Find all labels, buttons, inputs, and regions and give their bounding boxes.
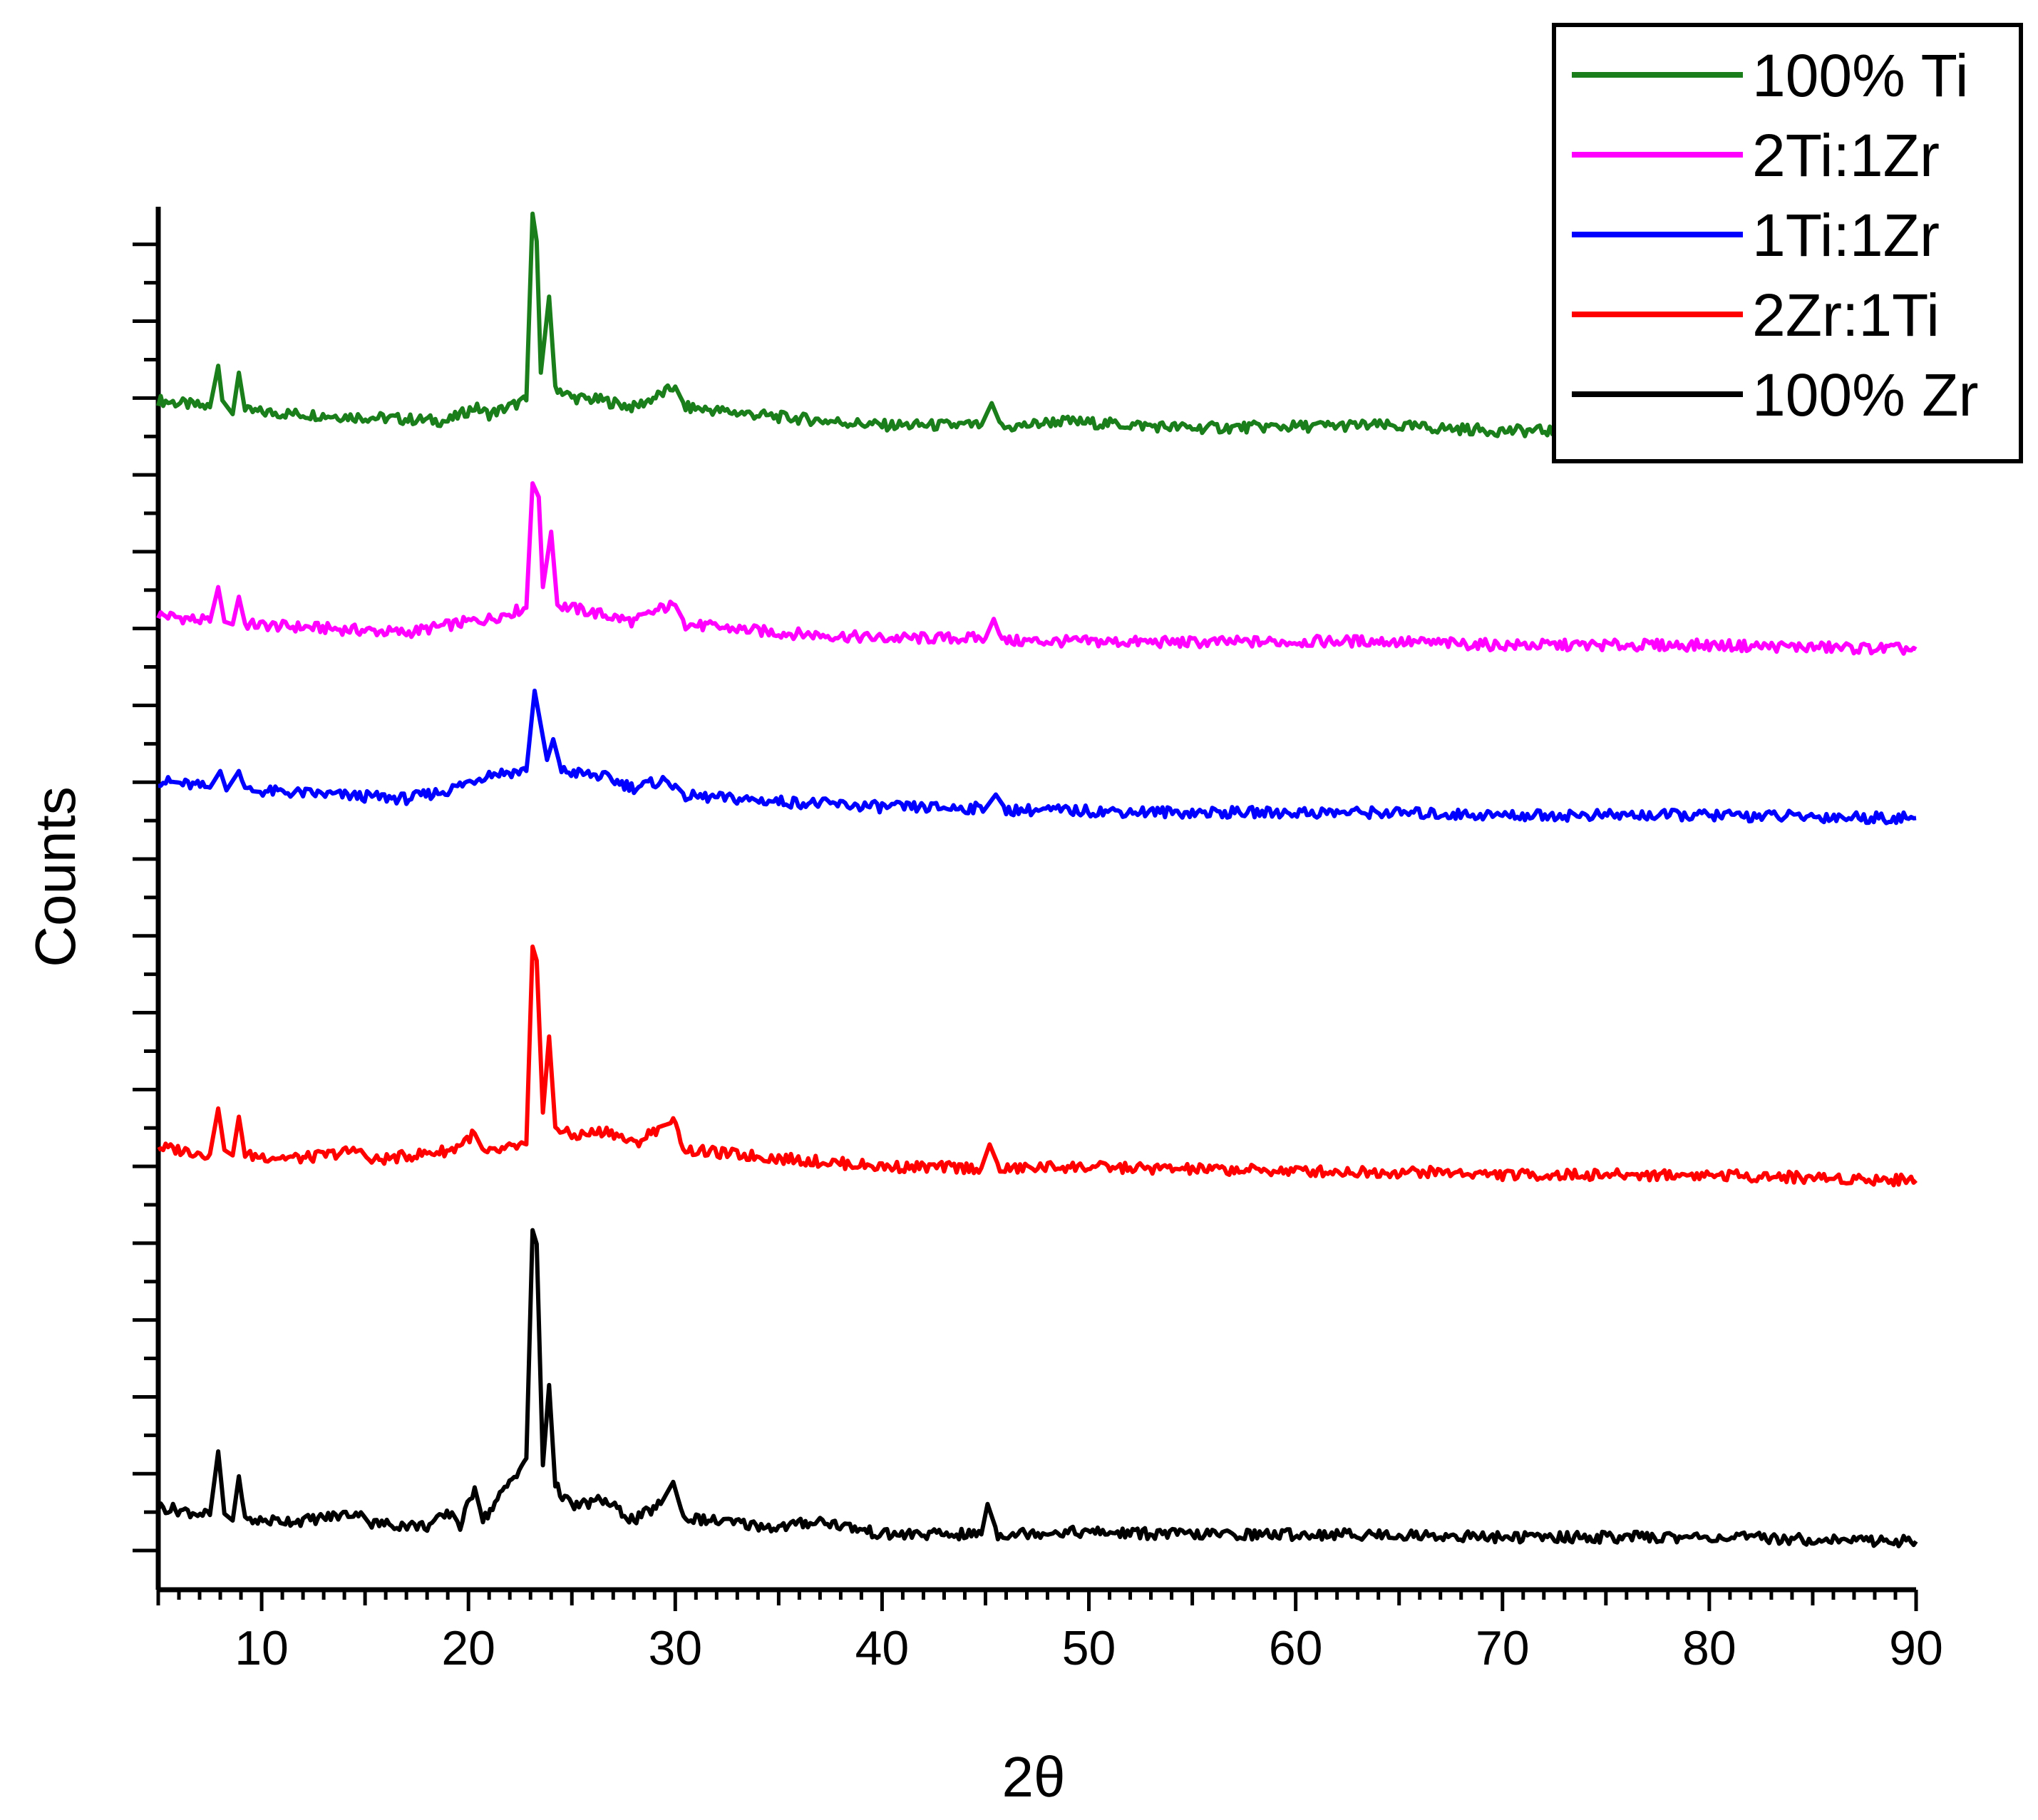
legend-box xyxy=(1552,23,2023,463)
chart-ticks: 10 20 30 40 50 60 70 80 90 xyxy=(133,242,1943,1675)
legend-label: 2Zr:1Ti xyxy=(1752,282,1940,349)
x-axis-label: 2θ xyxy=(1002,1745,1066,1809)
x-tick-label: 20 xyxy=(441,1621,495,1675)
x-tick-label: 60 xyxy=(1269,1621,1323,1675)
series-line-2 xyxy=(158,689,1917,826)
x-tick-label: 90 xyxy=(1889,1621,1943,1675)
legend-label: 2Ti:1Zr xyxy=(1752,122,1940,189)
x-tick-label: 50 xyxy=(1062,1621,1116,1675)
series-line-4 xyxy=(156,1228,1918,1548)
legend-label: 1Ti:1Zr xyxy=(1752,202,1940,269)
legend-label: 100% Ti xyxy=(1752,42,1969,109)
series-line-1 xyxy=(156,481,1918,656)
chart-legend: 100% Ti 2Ti:1Zr 1Ti:1Zr 2Zr:1Ti 100% Zr xyxy=(1552,23,2023,463)
legend-label: 100% Zr xyxy=(1752,361,1978,428)
x-tick-label: 70 xyxy=(1476,1621,1530,1675)
series-line-3 xyxy=(157,944,1918,1188)
x-tick-label: 10 xyxy=(235,1621,289,1675)
x-tick-label: 30 xyxy=(648,1621,702,1675)
y-axis-label: Counts xyxy=(24,786,87,967)
x-tick-label: 80 xyxy=(1682,1621,1736,1675)
x-tick-label: 40 xyxy=(855,1621,910,1675)
